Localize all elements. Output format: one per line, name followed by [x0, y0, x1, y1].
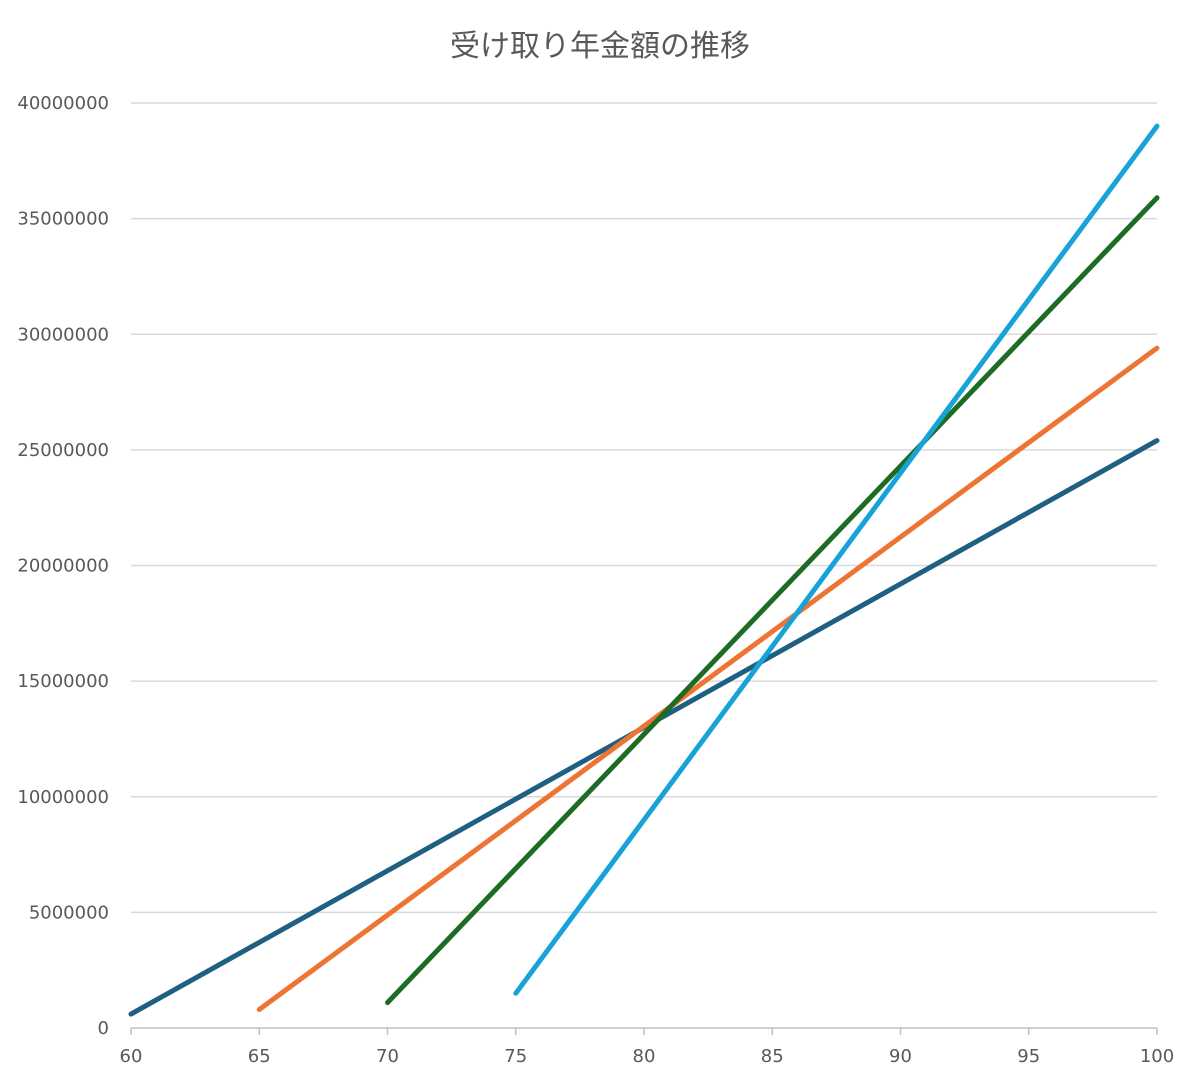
x-tick-label-6: 90 [889, 1046, 912, 1067]
x-tick-label-4: 80 [633, 1046, 656, 1067]
y-tick-label-2: 10000000 [17, 787, 109, 808]
y-tick-label-8: 40000000 [17, 93, 109, 114]
axes [130, 1027, 1158, 1035]
x-tick-label-3: 75 [504, 1046, 527, 1067]
y-tick-label-4: 20000000 [17, 556, 109, 577]
x-tick-label-0: 60 [120, 1046, 143, 1067]
x-tick-label-7: 95 [1017, 1046, 1040, 1067]
y-tick-label-7: 35000000 [17, 209, 109, 230]
gridlines [131, 102, 1157, 914]
x-tick-label-8: 100 [1140, 1046, 1174, 1067]
x-tick-label-2: 70 [376, 1046, 399, 1067]
y-tick-label-0: 0 [98, 1018, 109, 1039]
series-line-3 [385, 195, 1160, 1006]
y-tick-label-5: 25000000 [17, 440, 109, 461]
chart-title: 受け取り年金額の推移 [450, 29, 750, 64]
y-tick-label-1: 5000000 [29, 902, 109, 923]
y-tick-label-3: 15000000 [17, 671, 109, 692]
tick-labels: 0 5000000 10000000 15000000 20000000 25000000… [17, 93, 1174, 1067]
series-line-4 [513, 123, 1160, 996]
x-tick-label-5: 85 [761, 1046, 784, 1067]
y-tick-label-6: 30000000 [17, 324, 109, 345]
x-tick-label-1: 65 [248, 1046, 271, 1067]
series-lines [128, 123, 1160, 1017]
series-line-2 [256, 345, 1160, 1012]
